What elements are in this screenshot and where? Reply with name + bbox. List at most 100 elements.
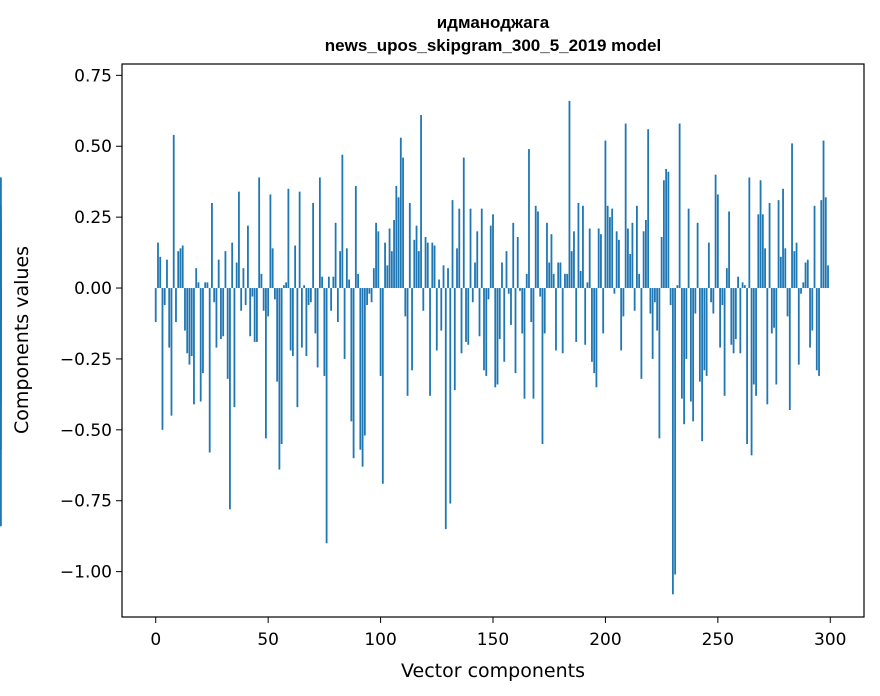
bar — [208, 288, 211, 453]
bar — [728, 211, 730, 289]
y-tick-label: 0.00 — [74, 279, 112, 299]
bar — [0, 288, 2, 450]
chart-title-line-1: идманоджага — [437, 13, 550, 32]
bar — [514, 288, 517, 374]
bar — [683, 288, 686, 425]
bar — [390, 251, 393, 289]
bar — [325, 288, 328, 544]
bar — [680, 288, 683, 399]
bar — [732, 288, 735, 354]
bar — [278, 288, 281, 470]
y-tick-label: −0.25 — [60, 350, 112, 370]
bar — [249, 288, 252, 337]
bar — [469, 208, 472, 289]
bar — [195, 268, 198, 289]
bar — [618, 239, 620, 289]
x-tick-label: 50 — [257, 630, 279, 650]
bar — [483, 288, 485, 371]
bar — [809, 288, 811, 348]
bar — [660, 236, 663, 289]
bar — [703, 288, 706, 371]
bar — [746, 288, 748, 445]
bar — [543, 288, 546, 334]
bar — [258, 177, 261, 289]
bar — [615, 231, 618, 289]
bar — [188, 288, 191, 365]
bar — [620, 288, 623, 351]
bar — [181, 245, 184, 289]
bar — [332, 276, 335, 289]
bar — [368, 288, 371, 294]
bar — [777, 200, 780, 289]
bar — [748, 177, 751, 289]
bar — [782, 188, 784, 289]
bar — [755, 288, 757, 396]
bar — [530, 288, 533, 323]
bar — [773, 288, 775, 328]
bar — [678, 123, 681, 289]
bar — [595, 288, 598, 388]
bar — [665, 168, 668, 289]
bar — [242, 268, 245, 289]
bar — [289, 288, 292, 351]
bar — [474, 262, 476, 289]
bar — [761, 214, 764, 289]
bar — [298, 191, 301, 289]
bar — [824, 197, 827, 289]
bar — [642, 231, 645, 289]
bar — [408, 202, 411, 289]
x-axis-label: Vector components — [401, 660, 585, 682]
bar — [532, 288, 535, 399]
bar — [806, 259, 809, 289]
bar — [300, 288, 303, 348]
bar — [793, 251, 796, 289]
bar — [609, 217, 611, 289]
bar — [568, 100, 571, 289]
bar — [393, 219, 395, 289]
bar — [456, 248, 458, 289]
bar — [222, 288, 225, 337]
bar — [820, 200, 823, 289]
x-tick-label: 200 — [589, 630, 621, 650]
bar — [175, 288, 177, 323]
bar — [791, 143, 793, 289]
bar — [438, 279, 440, 289]
y-axis-ticks: −1.00 −0.75 −0.50 −0.25 0.00 0.25 0.50 0.75 — [60, 66, 122, 583]
bar — [577, 202, 580, 289]
bar — [602, 288, 605, 334]
bar — [327, 276, 330, 289]
bar — [172, 134, 175, 289]
bar — [220, 288, 222, 340]
bar — [671, 288, 674, 595]
bar — [170, 288, 173, 416]
bar — [512, 222, 515, 289]
bar — [498, 288, 501, 340]
bar — [417, 251, 420, 289]
bar — [336, 288, 339, 323]
bar — [739, 288, 742, 354]
bar — [656, 288, 659, 331]
bar — [734, 288, 737, 340]
bar — [775, 288, 778, 385]
bar — [485, 288, 488, 376]
bar — [0, 288, 2, 323]
bar — [636, 205, 638, 289]
bar — [480, 208, 483, 289]
bar — [492, 214, 494, 289]
bar — [507, 288, 510, 294]
bar — [586, 282, 589, 289]
bar — [235, 262, 238, 289]
bar — [402, 157, 404, 289]
bar — [370, 288, 373, 303]
bar — [251, 288, 254, 297]
bar — [559, 262, 562, 289]
bar — [566, 273, 569, 289]
bar — [202, 288, 204, 374]
bar — [494, 288, 497, 388]
bar — [381, 288, 384, 484]
bar — [523, 288, 526, 399]
bar — [478, 288, 481, 337]
bar — [229, 288, 231, 510]
bar — [707, 242, 710, 289]
bar — [597, 228, 600, 289]
